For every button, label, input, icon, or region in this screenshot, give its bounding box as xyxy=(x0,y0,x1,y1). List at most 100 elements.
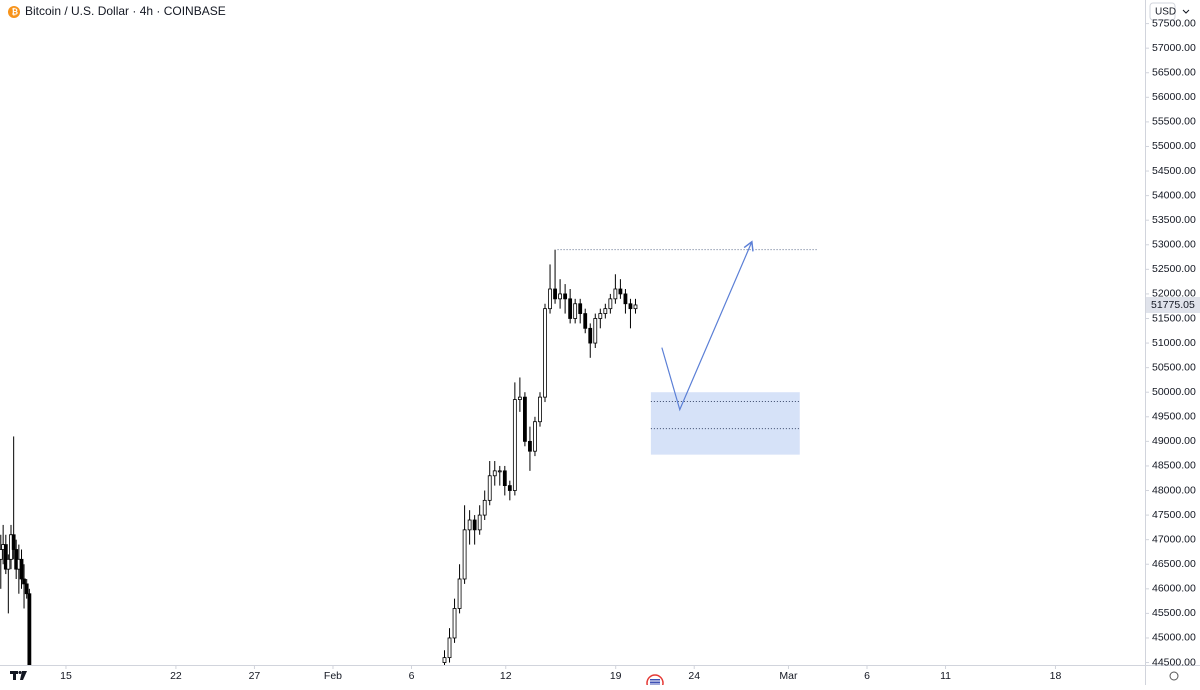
settings-icon[interactable] xyxy=(1169,671,1179,681)
y-tick-label: 53500.00 xyxy=(1152,214,1196,226)
candle-body xyxy=(533,421,537,452)
candle-body xyxy=(442,657,447,663)
y-tick-label: 47500.00 xyxy=(1152,509,1196,521)
candle-body xyxy=(543,308,547,398)
y-tick-label: 45500.00 xyxy=(1152,607,1196,619)
currency-button[interactable] xyxy=(1149,2,1176,21)
y-tick-label: 49500.00 xyxy=(1152,411,1196,423)
candle-body xyxy=(563,293,568,300)
y-tick-label: 57000.00 xyxy=(1152,42,1196,54)
candle-body xyxy=(603,308,608,314)
y-tick-label: 56500.00 xyxy=(1152,67,1196,79)
candle-body xyxy=(528,440,532,452)
candle-body xyxy=(22,578,26,585)
currency-chevron[interactable] xyxy=(1182,9,1190,14)
y-tick-label: 48000.00 xyxy=(1152,484,1196,496)
x-tick-label: 11 xyxy=(940,670,951,682)
candle-body xyxy=(598,313,603,319)
candle-body xyxy=(477,514,482,531)
candle-body xyxy=(558,293,562,300)
y-tick-label: 50000.00 xyxy=(1152,386,1196,398)
y-tick-label: 56000.00 xyxy=(1152,91,1196,103)
candle-body xyxy=(24,583,29,595)
candle-body xyxy=(588,327,593,344)
y-tick-label: 47000.00 xyxy=(1152,533,1196,545)
candle-body xyxy=(538,396,542,423)
x-tick-label: Mar xyxy=(779,670,798,682)
coin-glyph: ₿ xyxy=(12,8,19,17)
candle-body xyxy=(512,399,517,491)
plot-area xyxy=(0,240,818,665)
candle-body xyxy=(623,293,628,305)
y-tick-label: 46500.00 xyxy=(1152,558,1196,570)
candle-body xyxy=(467,519,472,531)
x-tick-label: Feb xyxy=(324,670,342,682)
candle-body xyxy=(492,470,497,477)
candle-body xyxy=(462,529,467,580)
candle-body xyxy=(0,549,3,560)
candle-body xyxy=(497,470,502,473)
candle-body xyxy=(517,396,522,400)
candle-body xyxy=(593,318,598,344)
event-flag[interactable] xyxy=(646,674,664,690)
candle-body xyxy=(482,499,487,516)
candle-body xyxy=(6,558,11,570)
y-tick-label: 49000.00 xyxy=(1152,435,1196,447)
x-tick-label: 24 xyxy=(688,670,700,682)
x-tick-label: 18 xyxy=(1050,670,1062,682)
y-tick-label: 52500.00 xyxy=(1152,263,1196,275)
x-tick-label: 22 xyxy=(170,670,182,682)
x-tick-label: 19 xyxy=(610,670,622,682)
candle-body xyxy=(457,578,462,609)
candle-body xyxy=(3,544,8,570)
candle-body xyxy=(548,288,552,310)
x-tick-label: 27 xyxy=(249,670,261,682)
currency-label[interactable]: USD xyxy=(1155,7,1176,18)
coin-icon xyxy=(8,6,20,18)
y-tick-label: 52000.00 xyxy=(1152,288,1196,300)
y-tick-label: 50500.00 xyxy=(1152,361,1196,373)
x-tick-label: 6 xyxy=(409,670,415,682)
candle-body xyxy=(523,396,527,442)
y-tick-label: 54500.00 xyxy=(1152,165,1196,177)
candle-body xyxy=(472,519,477,531)
candle-body xyxy=(618,288,623,295)
y-tick-label: 57500.00 xyxy=(1152,17,1196,29)
candle-body xyxy=(11,534,16,550)
y-tick-label: 46000.00 xyxy=(1152,583,1196,595)
x-tick-label: 15 xyxy=(60,670,72,682)
candle-body xyxy=(27,593,32,665)
symbol-title: Bitcoin / U.S. Dollar · 4h · COINBASE xyxy=(25,4,226,18)
candle-body xyxy=(628,303,633,310)
candle-body xyxy=(447,637,452,659)
candle-body xyxy=(19,558,24,580)
candle-body xyxy=(502,470,507,487)
candle-body xyxy=(583,313,588,329)
x-tick-label: 6 xyxy=(864,670,870,682)
y-tick-label: 55500.00 xyxy=(1152,116,1196,128)
x-tick-label: 12 xyxy=(500,670,512,682)
candle-body xyxy=(633,304,638,310)
y-tick-label: 55000.00 xyxy=(1152,140,1196,152)
candle-body xyxy=(573,303,578,319)
candle-body xyxy=(608,298,613,310)
candle-body xyxy=(452,608,457,639)
candle-body xyxy=(487,475,492,501)
y-tick-label: 48500.00 xyxy=(1152,460,1196,472)
y-tick-label: 45000.00 xyxy=(1152,632,1196,644)
projection-arrow xyxy=(661,240,754,412)
candle-body xyxy=(507,485,512,491)
last-price-label: 51775.05 xyxy=(1151,299,1195,311)
candle-body xyxy=(613,288,618,300)
y-tick-label: 54000.00 xyxy=(1152,189,1196,201)
candle-body xyxy=(568,298,573,319)
demand-zone xyxy=(650,392,800,455)
candle-body xyxy=(578,303,583,314)
candle-body xyxy=(553,288,557,300)
tv-logo xyxy=(10,671,27,680)
last-price-tag xyxy=(1146,296,1200,313)
y-tick-label: 53000.00 xyxy=(1152,239,1196,251)
y-tick-label: 51500.00 xyxy=(1152,312,1196,324)
y-tick-label: 44500.00 xyxy=(1152,656,1196,668)
